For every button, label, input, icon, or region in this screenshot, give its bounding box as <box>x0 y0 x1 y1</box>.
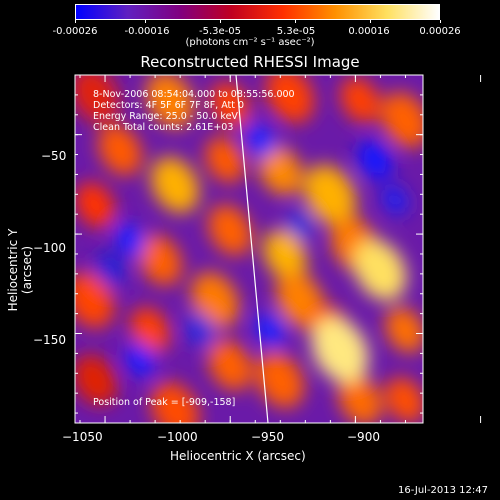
x-axis-label: Heliocentric X (arcsec) <box>170 449 306 463</box>
image-blob <box>258 144 302 196</box>
image-blob <box>114 222 146 258</box>
image-blob <box>385 307 423 353</box>
image-blob <box>244 122 276 158</box>
limb-line <box>235 75 269 423</box>
image-blob <box>265 75 315 123</box>
image-blob <box>94 252 126 288</box>
timestamp: 16-Jul-2013 12:47 <box>397 485 488 496</box>
x-tick-label: −1050 <box>62 430 103 444</box>
image-blob <box>385 377 423 423</box>
image-blob <box>75 75 120 123</box>
y-axis-label: Heliocentric Y (arcsec) <box>6 228 34 312</box>
colorbar-tick-mark <box>75 20 76 23</box>
image-blob <box>255 352 305 408</box>
image-blob <box>254 312 286 348</box>
clean-counts-annotation: Clean Total counts: 2.61E+03 <box>93 122 234 133</box>
y-tick-label: −150 <box>33 333 66 347</box>
colorbar <box>75 4 440 20</box>
colorbar-tick-mark <box>440 20 441 23</box>
x-tick-label: −1000 <box>157 430 198 444</box>
image-blob <box>311 316 369 384</box>
image-blob <box>340 77 380 123</box>
colorbar-tick-mark <box>294 20 296 23</box>
image-blob <box>303 164 357 226</box>
image-blob <box>263 229 307 281</box>
image-blob <box>286 209 314 241</box>
colorbar-tick-label: 0.00026 <box>419 26 461 37</box>
colorbar-tick-label: 0.00016 <box>348 26 390 37</box>
image-blob <box>145 75 195 128</box>
x-tick-label: −900 <box>347 430 380 444</box>
y-tick-label: −100 <box>33 241 66 255</box>
chart-title: Reconstructed RHESSI Image <box>140 53 360 71</box>
image-blob <box>381 184 409 216</box>
colorbar-tick-label: 5.3e-05 <box>276 26 316 37</box>
image-blob <box>75 182 115 228</box>
image-blob <box>208 339 252 391</box>
colorbar-units: (photons cm⁻² s⁻¹ asec⁻²) <box>185 37 315 48</box>
plot-frame <box>74 74 424 424</box>
colorbar-tick-mark <box>220 20 222 23</box>
time-range-annotation: 8-Nov-2006 08:54:04.000 to 08:55:56.000 <box>93 89 295 100</box>
peak-position-annotation: Position of Peak = [-909,-158] <box>93 397 236 408</box>
image-blob <box>208 204 252 256</box>
energy-range-annotation: Energy Range: 25.0 - 50.0 keV <box>93 111 238 122</box>
colorbar-tick-label: -0.00016 <box>124 26 170 37</box>
image-blob <box>130 307 170 353</box>
image-blob <box>184 312 216 348</box>
image-blob <box>150 382 200 423</box>
image-blob <box>75 354 117 406</box>
image-blob <box>138 234 182 286</box>
image-blobs <box>75 75 423 423</box>
colorbar-tick-mark <box>145 20 147 23</box>
image-blob <box>124 342 156 378</box>
axis-ticks <box>75 75 482 423</box>
image-blob <box>205 137 245 183</box>
image-blob <box>150 157 200 213</box>
image-blob <box>380 92 423 148</box>
image-blob <box>338 374 382 423</box>
detectors-annotation: Detectors: 4F 5F 6F 7F 8F, Att 0 <box>93 100 245 111</box>
x-tick-label: −950 <box>251 430 284 444</box>
image-blob <box>98 124 142 176</box>
colorbar-tick-mark <box>369 20 371 23</box>
y-tick-label: −50 <box>41 149 67 163</box>
colorbar-tick-label: -5.3e-05 <box>199 26 241 37</box>
image-blob <box>357 139 393 181</box>
image-blob <box>353 239 407 301</box>
colorbar-tick-label: -0.00026 <box>52 26 98 37</box>
